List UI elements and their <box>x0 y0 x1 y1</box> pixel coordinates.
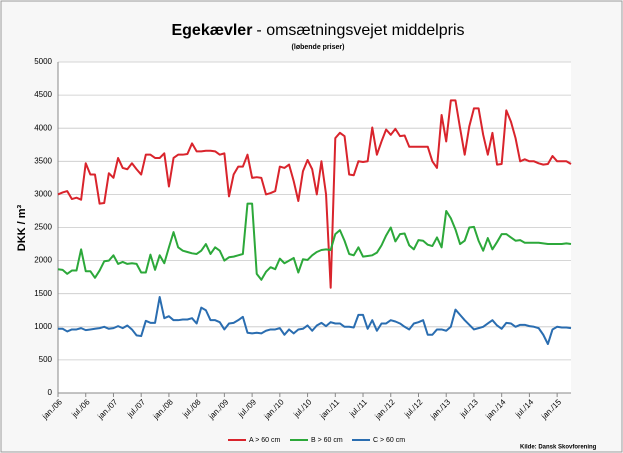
chart-title: Egekævler - omsætningsvejet middelpris <box>171 22 464 39</box>
y-tick-label: 2000 <box>34 256 52 265</box>
y-tick-label: 1500 <box>34 289 52 298</box>
series-line <box>57 99 572 289</box>
y-tick-label: 0 <box>48 388 53 397</box>
y-tick-label: 5000 <box>34 57 52 66</box>
y-tick-label: 3000 <box>34 190 52 199</box>
title-bold: Egekævler <box>171 22 252 39</box>
title-rest: - omsætningsvejet middelpris <box>256 22 464 39</box>
subtitle: (løbende priser) <box>292 44 345 51</box>
y-tick-label: 4500 <box>34 90 52 99</box>
series-line <box>58 296 572 346</box>
legend-label: C > 60 cm <box>373 437 405 444</box>
legend-label: B > 60 cm <box>311 437 343 444</box>
legend-label: A > 60 cm <box>249 437 280 444</box>
y-tick-label: 500 <box>39 355 53 364</box>
y-tick-label: 4000 <box>34 123 52 132</box>
source: Kilde: Dansk Skovforening <box>520 445 597 451</box>
y-tick-label: 3500 <box>34 156 52 165</box>
y-axis-label: DKK / m³ <box>16 204 28 251</box>
y-tick-label: 1000 <box>34 322 52 331</box>
series-line <box>57 202 572 281</box>
y-tick-label: 2500 <box>34 223 52 232</box>
